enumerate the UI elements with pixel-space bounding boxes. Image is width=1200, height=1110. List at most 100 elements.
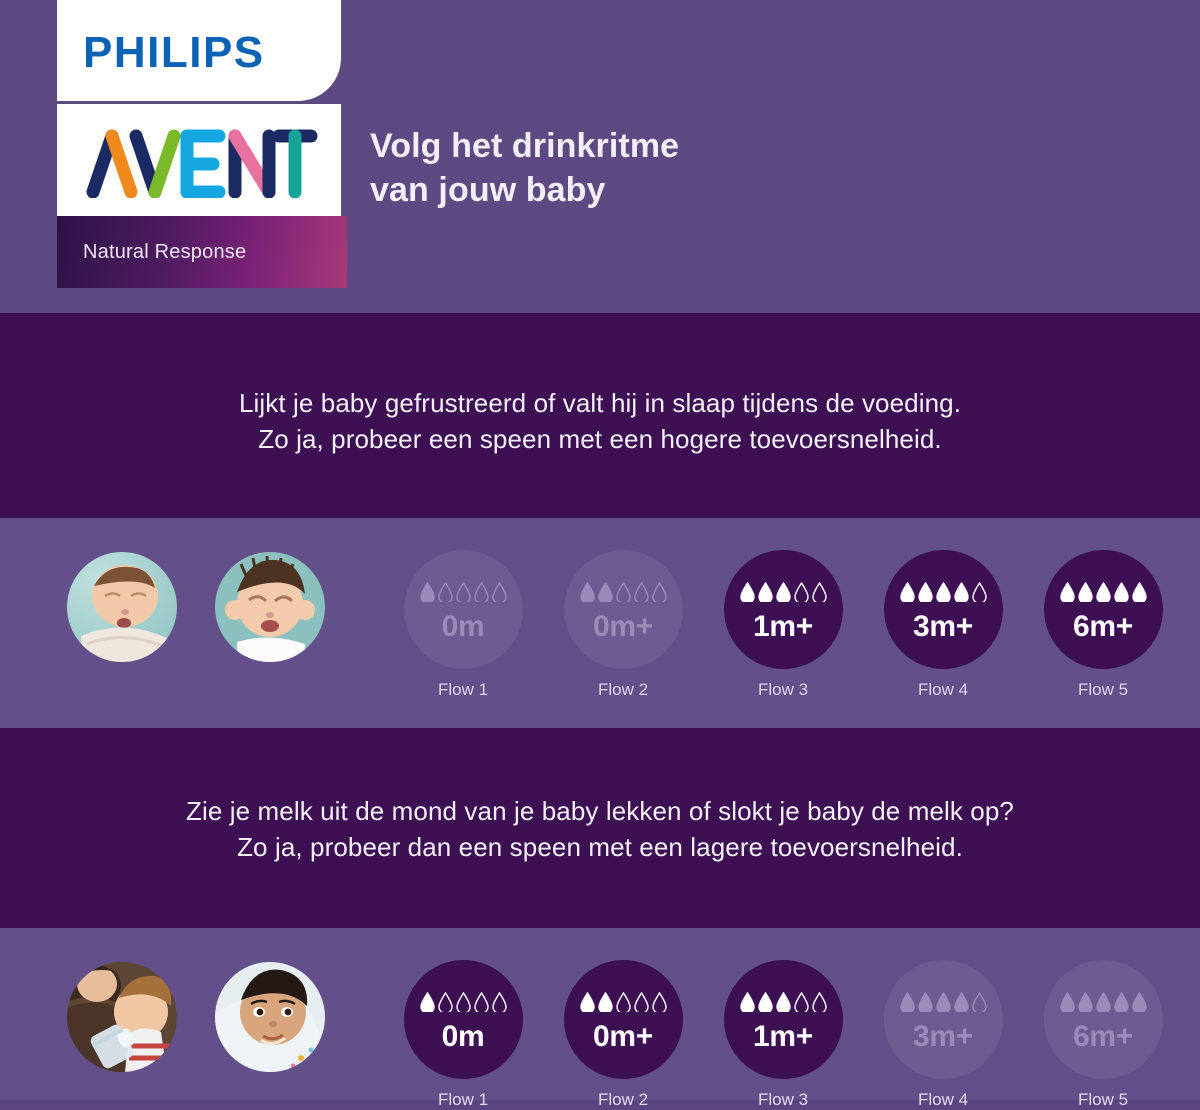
drop-rating xyxy=(419,581,507,608)
section-2-paragraph-line-2: Zo ja, probeer dan een speen met een lag… xyxy=(237,832,963,863)
flow-item-5[interactable]: 6m+ Flow 5 xyxy=(1023,550,1183,700)
section-1-paragraph-line-2: Zo ja, probeer een speen met een hogere … xyxy=(258,424,942,455)
drop-filled-icon xyxy=(579,581,595,602)
flow-item-3[interactable]: 1m+ Flow 3 xyxy=(703,960,863,1110)
section-1-paragraph: Lijkt je baby gefrustreerd of valt hij i… xyxy=(0,385,1200,458)
drop-filled-icon xyxy=(1059,581,1075,602)
page-title-line-2: van jouw baby xyxy=(370,170,606,209)
flow-age-label: 3m+ xyxy=(913,1019,973,1053)
natural-response-label: Natural Response xyxy=(83,240,247,263)
flow-item-4[interactable]: 3m+ Flow 4 xyxy=(863,550,1023,700)
flow-caption: Flow 2 xyxy=(597,1090,649,1109)
flow-caption: Flow 4 xyxy=(917,680,969,699)
flow-age-label: 0m xyxy=(441,609,485,643)
drop-outline-icon xyxy=(615,991,631,1012)
drop-outline-icon xyxy=(971,581,987,602)
drop-filled-icon xyxy=(917,991,933,1012)
drop-filled-icon xyxy=(739,991,755,1012)
flow-circle-5[interactable]: 6m+ xyxy=(1043,960,1163,1079)
drop-filled-icon xyxy=(953,991,969,1012)
flow-age-label: 6m+ xyxy=(1073,609,1133,643)
drop-outline-icon xyxy=(651,581,667,602)
flow-caption: Flow 5 xyxy=(1077,680,1129,699)
flow-item-1[interactable]: 0m Flow 1 xyxy=(383,960,543,1110)
flow-caption: Flow 4 xyxy=(917,1090,969,1109)
flow-circle-4[interactable]: 3m+ xyxy=(883,960,1003,1079)
drop-outline-icon xyxy=(971,991,987,1012)
drop-filled-icon xyxy=(775,991,791,1012)
flow-caption: Flow 5 xyxy=(1077,1090,1129,1109)
flow-circle-3[interactable]: 1m+ xyxy=(723,960,843,1079)
flow-caption: Flow 1 xyxy=(437,680,489,699)
drop-filled-icon xyxy=(739,581,755,602)
drop-rating xyxy=(899,581,987,608)
drop-outline-icon xyxy=(437,991,453,1012)
drop-filled-icon xyxy=(935,991,951,1012)
drop-rating xyxy=(579,581,667,608)
page-title: Volg het drinkritme van jouw baby xyxy=(370,125,679,212)
drop-rating xyxy=(579,991,667,1018)
avent-shield xyxy=(57,104,344,216)
flow-circle-3[interactable]: 1m+ xyxy=(723,550,843,669)
baby-with-milk-photo xyxy=(215,962,325,1072)
drop-filled-icon xyxy=(775,581,791,602)
drop-outline-icon xyxy=(437,581,453,602)
flow-age-label: 1m+ xyxy=(753,609,813,643)
drop-outline-icon xyxy=(473,581,489,602)
drop-outline-icon xyxy=(633,581,649,602)
flow-circle-4[interactable]: 3m+ xyxy=(883,550,1003,669)
drop-filled-icon xyxy=(899,991,915,1012)
flow-item-4[interactable]: 3m+ Flow 4 xyxy=(863,960,1023,1110)
drop-rating xyxy=(1059,991,1147,1018)
flow-item-3[interactable]: 1m+ Flow 3 xyxy=(703,550,863,700)
flow-item-2[interactable]: 0m+ Flow 2 xyxy=(543,550,703,700)
drop-filled-icon xyxy=(1077,991,1093,1012)
section-2-paragraph-line-1: Zie je melk uit de mond van je baby lekk… xyxy=(186,796,1014,826)
flow-caption: Flow 1 xyxy=(437,1090,489,1109)
flow-age-label: 1m+ xyxy=(753,1019,813,1053)
drop-outline-icon xyxy=(491,991,507,1012)
drop-filled-icon xyxy=(419,581,435,602)
philips-shield: PHILIPS xyxy=(57,0,344,104)
drop-filled-icon xyxy=(1059,991,1075,1012)
drop-filled-icon xyxy=(935,581,951,602)
drop-outline-icon xyxy=(793,581,809,602)
flow-item-1[interactable]: 0m Flow 1 xyxy=(383,550,543,700)
flow-item-5[interactable]: 6m+ Flow 5 xyxy=(1023,960,1183,1110)
flow-caption: Flow 3 xyxy=(757,680,809,699)
section-1-paragraph-line-1: Lijkt je baby gefrustreerd of valt hij i… xyxy=(238,388,962,418)
drop-filled-icon xyxy=(597,581,613,602)
drop-outline-icon xyxy=(651,991,667,1012)
drop-filled-icon xyxy=(1113,991,1129,1012)
text-band-1 xyxy=(0,313,1200,518)
natural-response-tagline-strip: Natural Response xyxy=(57,216,347,288)
flow-age-label: 6m+ xyxy=(1073,1019,1133,1053)
flow-age-label: 3m+ xyxy=(913,609,973,643)
drop-filled-icon xyxy=(579,991,595,1012)
drop-filled-icon xyxy=(597,991,613,1012)
drop-filled-icon xyxy=(953,581,969,602)
flow-caption: Flow 2 xyxy=(597,680,649,699)
flow-circle-2[interactable]: 0m+ xyxy=(563,960,683,1079)
flow-circle-1[interactable]: 0m xyxy=(403,960,523,1079)
drop-filled-icon xyxy=(917,581,933,602)
philips-wordmark: PHILIPS xyxy=(83,28,265,77)
flow-age-label: 0m+ xyxy=(593,609,653,643)
flow-item-2[interactable]: 0m+ Flow 2 xyxy=(543,960,703,1110)
flow-row-section-2: 0m Flow 1 0m+ Flow 2 1m+ Flow 3 3m+ Flow 4 6m+ Fl… xyxy=(383,960,1183,1110)
drop-filled-icon xyxy=(757,991,773,1012)
drop-filled-icon xyxy=(899,581,915,602)
flow-circle-1[interactable]: 0m xyxy=(403,550,523,669)
avent-wordmark-graphic xyxy=(86,129,318,198)
drop-filled-icon xyxy=(419,991,435,1012)
flow-circle-2[interactable]: 0m+ xyxy=(563,550,683,669)
drop-outline-icon xyxy=(633,991,649,1012)
flow-age-label: 0m+ xyxy=(593,1019,653,1053)
drop-outline-icon xyxy=(455,581,471,602)
flow-circle-5[interactable]: 6m+ xyxy=(1043,550,1163,669)
flow-caption: Flow 3 xyxy=(757,1090,809,1109)
drop-filled-icon xyxy=(1077,581,1093,602)
flow-row-section-1: 0m Flow 1 0m+ Flow 2 1m+ Flow 3 3m+ Flow 4 6m+ Fl… xyxy=(383,550,1183,700)
drop-outline-icon xyxy=(455,991,471,1012)
section-2-paragraph: Zie je melk uit de mond van je baby lekk… xyxy=(0,793,1200,866)
